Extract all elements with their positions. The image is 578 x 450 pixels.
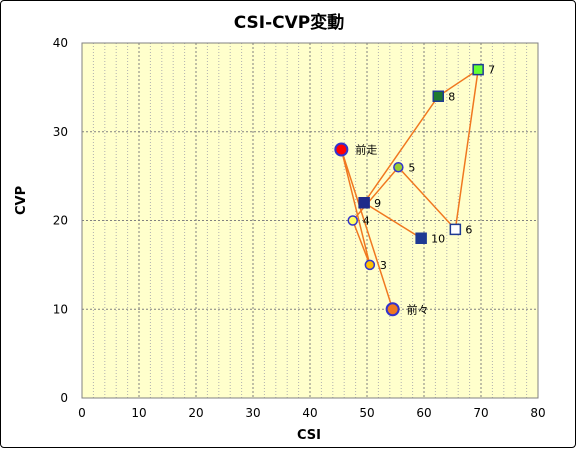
- x-axis-label: CSI: [297, 428, 321, 443]
- point-label: 8: [448, 90, 455, 103]
- data-point: [347, 215, 358, 226]
- data-point: [334, 142, 349, 157]
- x-tick-label: 80: [530, 406, 545, 420]
- series-line: [340, 68, 480, 310]
- x-tick-label: 20: [188, 406, 203, 420]
- x-tick-label: 60: [416, 406, 431, 420]
- x-tick-label: 0: [78, 406, 86, 420]
- x-tick-label: 40: [302, 406, 317, 420]
- data-point: [449, 223, 462, 236]
- data-point: [432, 90, 444, 102]
- data-point: [358, 197, 370, 209]
- data-point: [393, 162, 404, 173]
- data-point: [364, 259, 376, 271]
- x-tick-label: 50: [359, 406, 374, 420]
- y-tick-label: 40: [53, 36, 68, 50]
- data-point: [472, 63, 484, 76]
- point-label: 10: [431, 232, 445, 245]
- data-point: [385, 302, 400, 317]
- x-tick-label: 10: [131, 406, 146, 420]
- y-tick-label: 30: [53, 125, 68, 139]
- point-label: 5: [408, 161, 415, 174]
- point-label: 3: [380, 259, 387, 272]
- point-label: 7: [488, 64, 495, 77]
- y-tick-label: 0: [60, 391, 68, 405]
- plot-border: [81, 42, 539, 399]
- point-label: 6: [465, 223, 472, 236]
- point-label: 前走: [355, 143, 377, 157]
- point-label: 9: [374, 197, 381, 210]
- y-tick-label: 10: [53, 302, 68, 316]
- x-tick-label: 70: [473, 406, 488, 420]
- chart-title: CSI-CVP変動: [233, 13, 345, 33]
- data-point: [415, 232, 427, 244]
- point-label: 前々: [407, 302, 429, 316]
- point-label: 4: [363, 215, 370, 228]
- y-tick-label: 20: [53, 214, 68, 228]
- x-tick-label: 30: [245, 406, 260, 420]
